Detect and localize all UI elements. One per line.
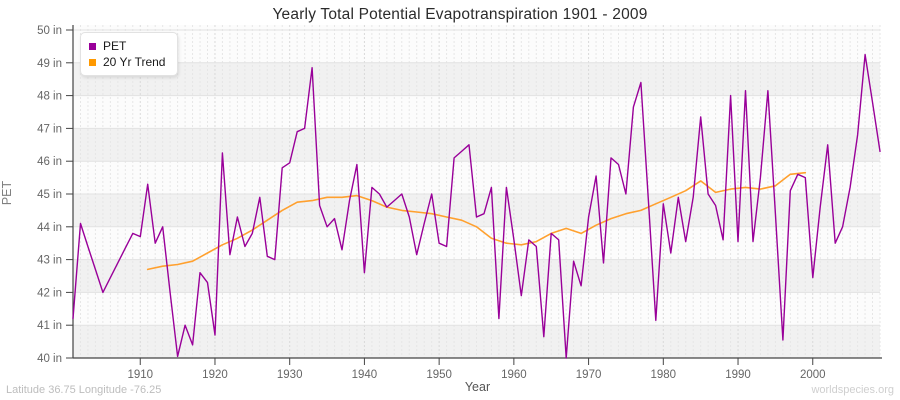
y-tick-label: 49 in — [37, 58, 62, 70]
legend-label: PET — [103, 39, 127, 53]
x-tick-label: 1970 — [576, 369, 602, 381]
trend-line — [146, 171, 807, 271]
x-tick-label: 1950 — [426, 369, 452, 381]
y-tick-label: 42 in — [37, 287, 62, 299]
x-axis-title: Year — [464, 380, 491, 394]
x-tick-label: 1960 — [501, 369, 527, 381]
x-tick-label: 1980 — [651, 369, 677, 381]
legend-item-pet: PET — [89, 38, 165, 54]
pet-line — [72, 53, 881, 359]
y-tick-label: 41 in — [37, 320, 62, 332]
y-tick-label: 44 in — [37, 222, 62, 234]
x-tick-label: 1910 — [127, 369, 153, 381]
y-tick-label: 43 in — [37, 255, 62, 267]
x-tick-label: 1940 — [352, 369, 378, 381]
y-tick-label: 46 in — [37, 156, 62, 168]
x-tick-label: 1930 — [277, 369, 303, 381]
y-axis-title: PET — [0, 180, 14, 206]
y-tick-label: 50 in — [37, 25, 62, 37]
y-tick-label: 47 in — [37, 123, 62, 135]
legend: PET 20 Yr Trend — [80, 32, 179, 76]
footer-source: worldspecies.org — [811, 384, 894, 396]
x-tick-label: 1920 — [202, 369, 228, 381]
y-tick-label: 48 in — [37, 91, 62, 103]
footer-coordinates: Latitude 36.75 Longitude -76.25 — [6, 384, 162, 396]
legend-label: 20 Yr Trend — [103, 55, 166, 69]
x-tick-label: 2000 — [800, 369, 826, 381]
y-tick-label: 45 in — [37, 189, 62, 201]
legend-item-20-yr-trend: 20 Yr Trend — [89, 54, 165, 70]
x-tick-label: 1990 — [725, 369, 751, 381]
chart-title: Yearly Total Potential Evapotranspiratio… — [272, 6, 648, 23]
y-tick-label: 40 in — [37, 353, 62, 365]
legend-swatch-icon — [89, 58, 96, 66]
legend-swatch-icon — [89, 42, 96, 50]
plot-band — [73, 259, 880, 293]
